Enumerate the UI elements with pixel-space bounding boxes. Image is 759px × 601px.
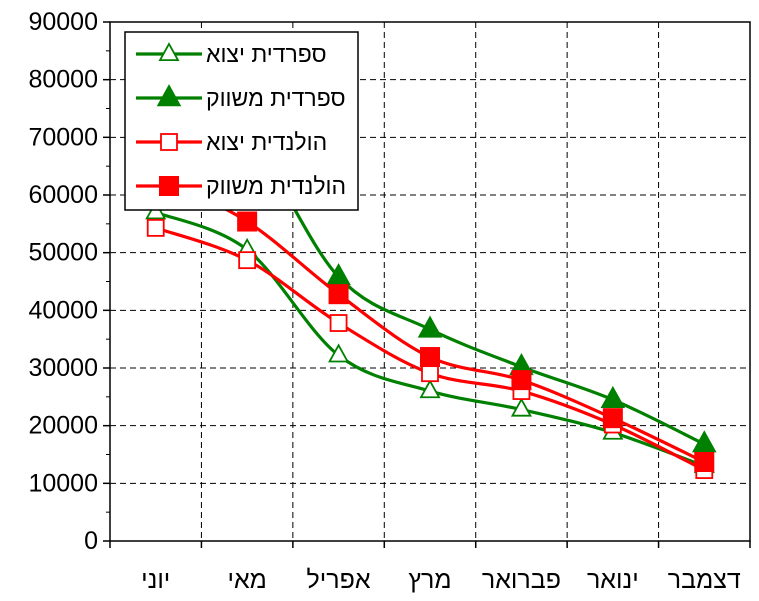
x-tick-label: פברואר [482, 566, 561, 594]
data-point [419, 379, 441, 399]
x-tick-label: מאי [227, 566, 266, 594]
y-tick-label: 40000 [28, 296, 98, 324]
y-tick-label: 20000 [28, 412, 98, 440]
legend-label: ספרדית יצוא [206, 41, 327, 67]
data-point [146, 218, 165, 237]
y-tick-label: 70000 [28, 123, 98, 151]
x-tick-label: מרץ [408, 566, 451, 594]
legend-label: ספרדית משווק [206, 85, 346, 111]
legend-label: הולנדית משווק [206, 173, 346, 199]
data-point [417, 315, 443, 338]
legend-marker [159, 176, 179, 196]
legend-entry: ספרדית יצוא [136, 41, 327, 67]
legend: ספרדית יצוא ספרדית משווק הולנדית יצוא הולנד… [124, 31, 359, 211]
legend-entry: ספרדית משווק [136, 84, 346, 111]
series-3 [145, 165, 715, 472]
y-tick-label: 30000 [28, 354, 98, 382]
x-tick-label: יוני [141, 566, 170, 594]
data-point [600, 385, 626, 408]
legend-entry: הולנדית יצוא [136, 129, 327, 155]
y-tick-label: 50000 [28, 239, 98, 267]
data-point [602, 408, 623, 429]
legend-marker [156, 84, 182, 107]
legend-marker [158, 42, 180, 62]
x-tick-label: ינואר [587, 566, 639, 594]
y-tick-label: 0 [84, 527, 98, 555]
x-tick-label: אפריל [307, 566, 371, 594]
legend-entry: הולנדית משווק [136, 173, 346, 199]
data-point [328, 343, 350, 363]
y-tick-label: 10000 [28, 469, 98, 497]
data-point [692, 430, 717, 453]
data-point [238, 251, 257, 270]
data-point [694, 451, 715, 472]
data-point [328, 284, 349, 305]
y-tick-label: 80000 [28, 66, 98, 94]
data-point [420, 347, 440, 368]
data-point [329, 314, 348, 332]
data-point [510, 397, 532, 417]
series-lines [143, 71, 717, 479]
y-tick-label: 60000 [28, 181, 98, 209]
legend-label: הולנדית יצוא [206, 129, 327, 155]
y-tick-label: 90000 [28, 8, 98, 36]
x-tick-label: דצמבר [668, 566, 741, 594]
grid [109, 21, 751, 542]
legend-marker [160, 133, 178, 151]
axes: 0 10000 20000 30000 40000 50000 60000 70000 8000… [28, 8, 751, 594]
data-point [421, 364, 439, 383]
data-point [237, 211, 258, 232]
data-point [511, 370, 532, 391]
